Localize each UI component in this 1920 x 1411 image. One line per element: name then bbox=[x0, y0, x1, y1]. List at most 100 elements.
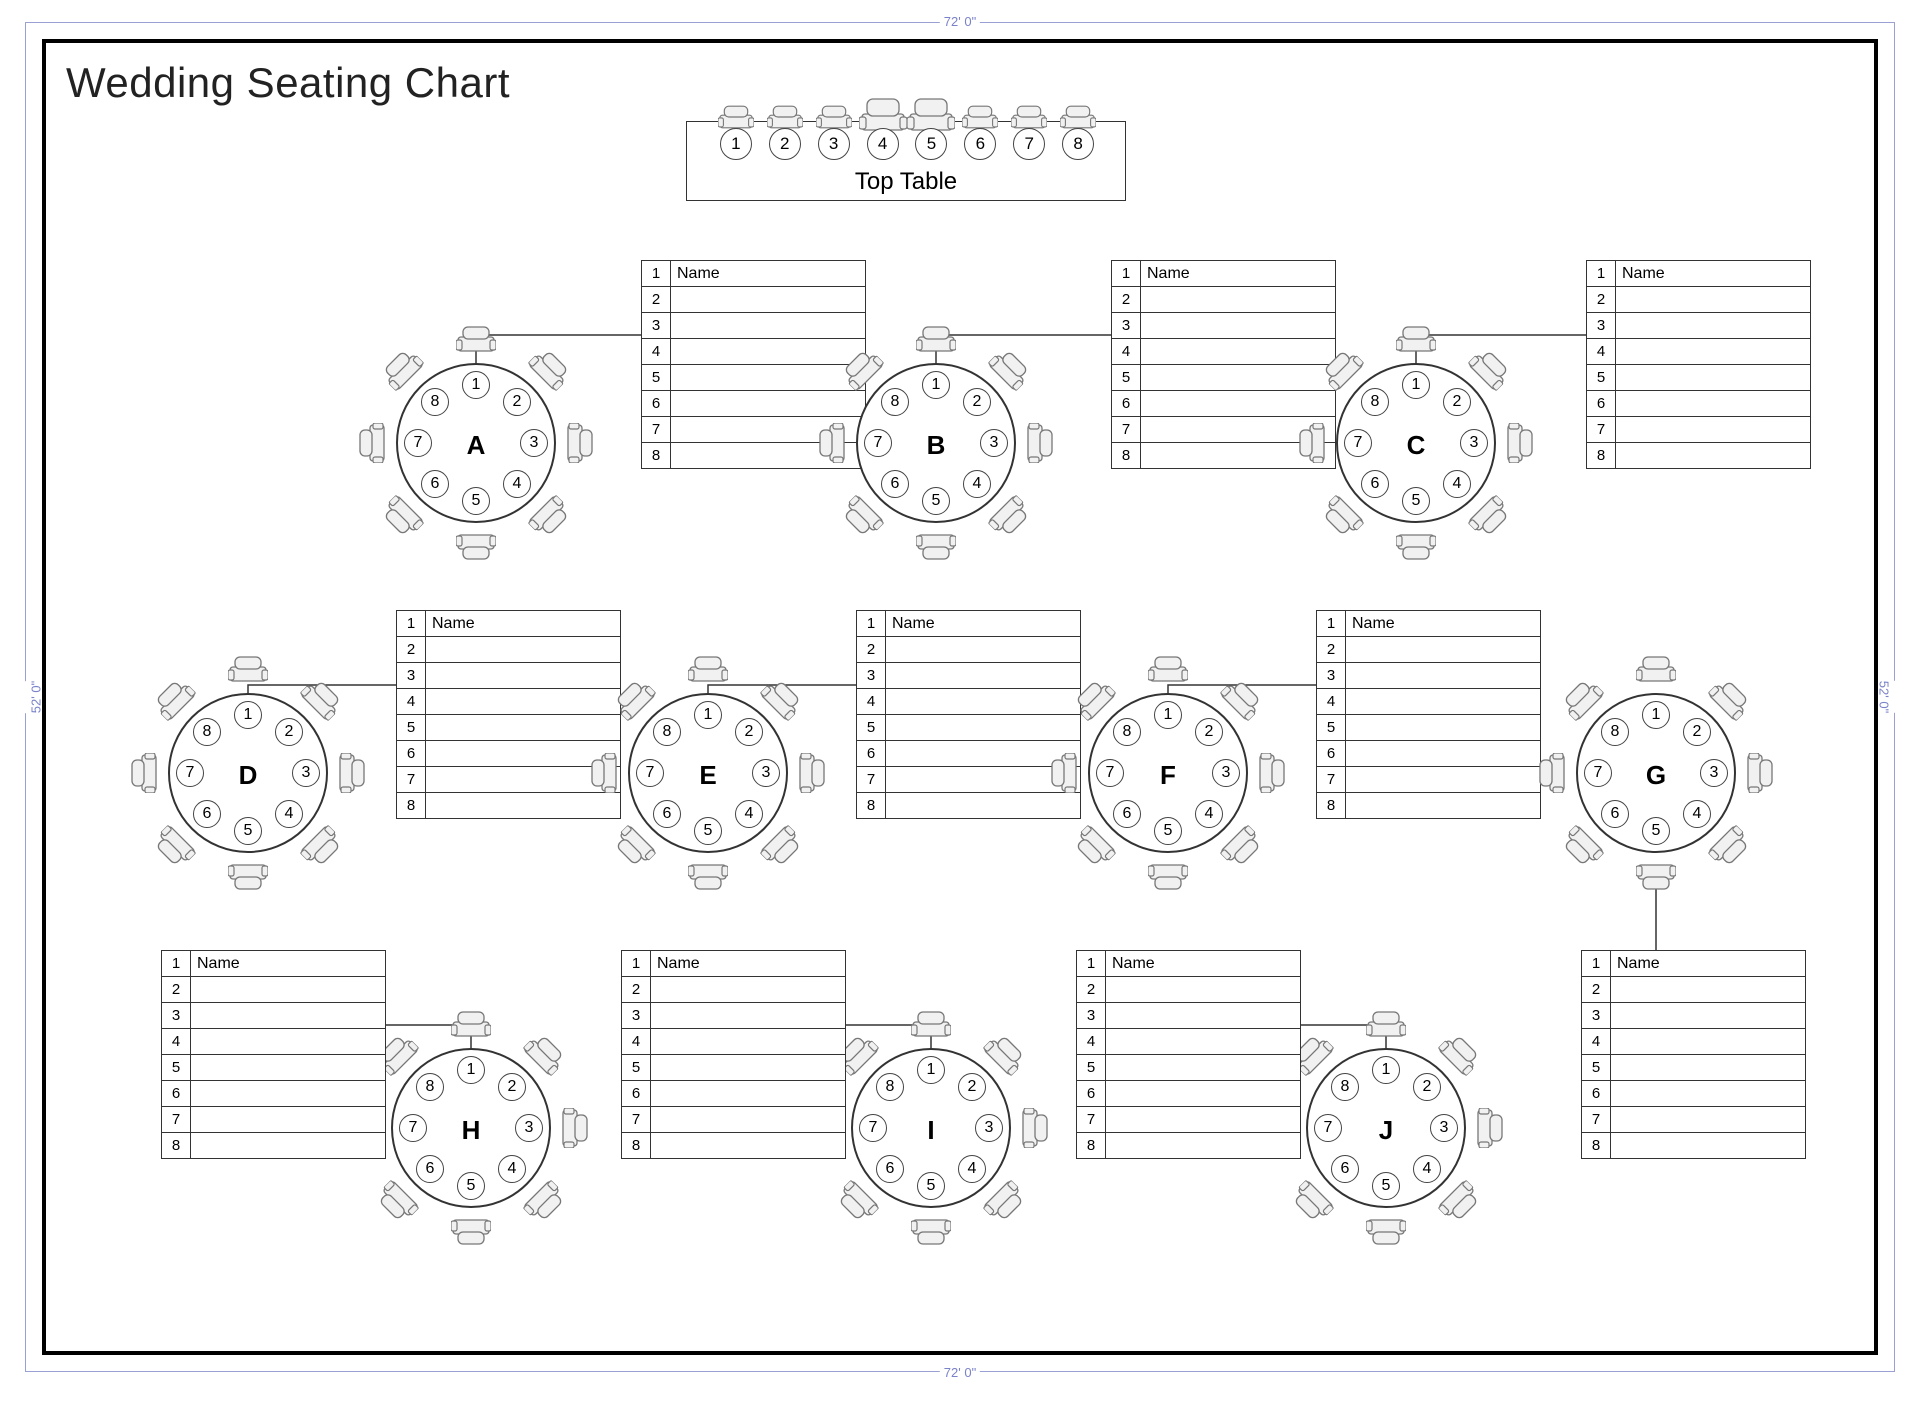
name-row: 4 bbox=[1582, 1029, 1805, 1055]
top-table-seat: 3 bbox=[818, 128, 850, 160]
name-row-value bbox=[1106, 1055, 1300, 1080]
name-row-index: 7 bbox=[162, 1107, 191, 1132]
name-row-value bbox=[651, 1029, 845, 1054]
name-row-value bbox=[651, 1107, 845, 1132]
name-row-index: 1 bbox=[162, 951, 191, 976]
name-row-value bbox=[1616, 391, 1810, 416]
name-row: 3 bbox=[1587, 313, 1810, 339]
name-row-value bbox=[1106, 1081, 1300, 1106]
chair-icon bbox=[1465, 492, 1513, 540]
name-row: 4 bbox=[1587, 339, 1810, 365]
name-row-value bbox=[191, 977, 385, 1002]
seat: 6 bbox=[881, 470, 909, 498]
name-row-value: Name bbox=[426, 611, 620, 636]
chair-icon bbox=[1538, 753, 1566, 793]
table-label: I bbox=[821, 1115, 1041, 1146]
name-row-value bbox=[1616, 287, 1810, 312]
name-row: 3 bbox=[1317, 663, 1540, 689]
chair-icon bbox=[590, 753, 618, 793]
name-row-value bbox=[191, 1107, 385, 1132]
name-row-value bbox=[191, 1133, 385, 1158]
chair-icon bbox=[911, 1218, 951, 1246]
name-row-value bbox=[1346, 637, 1540, 662]
name-row: 7 bbox=[1077, 1107, 1300, 1133]
name-row-value bbox=[426, 637, 620, 662]
seat: 3 bbox=[1460, 429, 1488, 457]
seat: 1 bbox=[457, 1056, 485, 1084]
name-row-index: 4 bbox=[162, 1029, 191, 1054]
name-row-index: 4 bbox=[622, 1029, 651, 1054]
seat: 5 bbox=[462, 487, 490, 515]
name-row-value bbox=[1616, 313, 1810, 338]
name-row: 3 bbox=[1077, 1003, 1300, 1029]
name-row-index: 6 bbox=[857, 741, 886, 766]
chair-icon bbox=[916, 325, 956, 353]
name-row-value bbox=[1611, 1081, 1805, 1106]
top-table-chair-special bbox=[859, 98, 907, 132]
name-row-index: 7 bbox=[642, 417, 671, 442]
top-table-chair bbox=[1011, 104, 1047, 130]
round-table-J: J1 2 3 4 5 6 7 8 bbox=[1276, 1018, 1496, 1238]
round-table-B: B1 2 3 4 5 6 7 8 bbox=[826, 333, 1046, 553]
name-row: 1Name bbox=[162, 951, 385, 977]
seat: 2 bbox=[503, 388, 531, 416]
name-row-index: 8 bbox=[857, 793, 886, 818]
name-row-index: 6 bbox=[1587, 391, 1616, 416]
name-row-value bbox=[1611, 1003, 1805, 1028]
seat: 8 bbox=[416, 1073, 444, 1101]
name-row-index: 8 bbox=[1077, 1133, 1106, 1158]
name-row-index: 5 bbox=[622, 1055, 651, 1080]
name-row-index: 2 bbox=[622, 977, 651, 1002]
name-row-value bbox=[886, 793, 1080, 818]
seat: 6 bbox=[1601, 800, 1629, 828]
name-row-index: 7 bbox=[1587, 417, 1616, 442]
seat: 4 bbox=[503, 470, 531, 498]
name-row: 8 bbox=[622, 1133, 845, 1158]
name-row: 6 bbox=[1317, 741, 1540, 767]
name-row-index: 1 bbox=[1582, 951, 1611, 976]
name-row-index: 1 bbox=[642, 261, 671, 286]
name-row-index: 6 bbox=[162, 1081, 191, 1106]
name-row: 3 bbox=[857, 663, 1080, 689]
name-list-E: 1Name2345678 bbox=[856, 610, 1081, 819]
seat: 3 bbox=[515, 1114, 543, 1142]
round-table-H: H1 2 3 4 5 6 7 8 bbox=[361, 1018, 581, 1238]
name-row: 2 bbox=[1317, 637, 1540, 663]
name-row-index: 8 bbox=[1582, 1133, 1611, 1158]
name-row-value: Name bbox=[651, 951, 845, 976]
name-row-value bbox=[1346, 793, 1540, 818]
name-row: 2 bbox=[1112, 287, 1335, 313]
seat: 1 bbox=[234, 701, 262, 729]
seat: 7 bbox=[399, 1114, 427, 1142]
name-row-index: 1 bbox=[397, 611, 426, 636]
name-list-D: 1Name2345678 bbox=[396, 610, 621, 819]
name-row: 4 bbox=[397, 689, 620, 715]
seat: 7 bbox=[404, 429, 432, 457]
name-row-value bbox=[426, 793, 620, 818]
name-row-value bbox=[651, 1003, 845, 1028]
name-row-index: 3 bbox=[1582, 1003, 1611, 1028]
seat: 6 bbox=[653, 800, 681, 828]
name-row-value bbox=[1616, 417, 1810, 442]
name-row-index: 2 bbox=[1112, 287, 1141, 312]
name-row-value bbox=[1611, 1107, 1805, 1132]
name-row: 7 bbox=[622, 1107, 845, 1133]
name-row: 2 bbox=[642, 287, 865, 313]
seat: 8 bbox=[876, 1073, 904, 1101]
name-row-index: 6 bbox=[1077, 1081, 1106, 1106]
name-row-index: 8 bbox=[622, 1133, 651, 1158]
name-row: 5 bbox=[162, 1055, 385, 1081]
name-row: 5 bbox=[1317, 715, 1540, 741]
top-table-seat: 1 bbox=[720, 128, 752, 160]
name-row: 5 bbox=[1587, 365, 1810, 391]
name-row-index: 3 bbox=[162, 1003, 191, 1028]
seat: 5 bbox=[1402, 487, 1430, 515]
seat: 5 bbox=[1154, 817, 1182, 845]
chair-icon bbox=[525, 492, 573, 540]
name-row-index: 4 bbox=[1587, 339, 1616, 364]
seat: 7 bbox=[864, 429, 892, 457]
chair-icon bbox=[1705, 822, 1753, 870]
chair-icon bbox=[818, 423, 846, 463]
name-row-value bbox=[1611, 1029, 1805, 1054]
seat: 7 bbox=[859, 1114, 887, 1142]
